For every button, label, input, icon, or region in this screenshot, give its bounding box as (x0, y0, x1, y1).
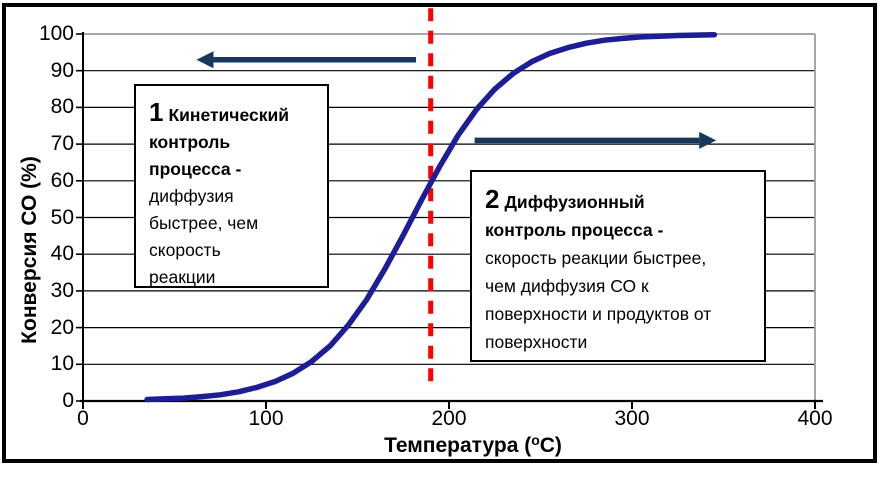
x-tick-label-300: 300 (614, 407, 650, 430)
figure-border (2, 3, 877, 463)
annotation-number: 1 (149, 97, 164, 127)
annotation-line: реакции (149, 267, 216, 287)
x-tick-label-100: 100 (248, 407, 284, 430)
x-tick-label-200: 200 (431, 407, 467, 430)
annotation-box-kinetic-control: 1 Кинетический контроль процесса - диффузия б… (134, 84, 329, 288)
y-tick-label-40: 40 (50, 242, 74, 266)
annotation-line: 1 Кинетический (149, 97, 289, 127)
x-axis-title: Температура (оС) (273, 432, 673, 458)
y-tick-label-20: 20 (50, 315, 74, 339)
annotation-number: 2 (485, 184, 500, 214)
y-tick-label-80: 80 (50, 95, 74, 119)
x-tick-label-400: 400 (797, 407, 833, 430)
x-tick-label-0: 0 (77, 407, 89, 430)
kinetic-region-arrow-head (196, 51, 214, 69)
annotation-line: диффузия (149, 186, 234, 206)
annotation-line: 2 Диффузионный (485, 184, 645, 214)
y-tick-label-30: 30 (50, 278, 74, 302)
conversion-curve (144, 31, 718, 403)
annotation-line: чем диффузия СО к (485, 276, 649, 296)
y-tick-label-70: 70 (50, 132, 74, 156)
annotation-line: скорость (149, 240, 221, 260)
y-axis-title-text: Конверсия СО (%) (18, 156, 41, 344)
annotation-line: контроль процесса - (485, 220, 664, 240)
y-tick-label-50: 50 (50, 205, 74, 229)
annotation-line: скорость реакции быстрее, (485, 248, 707, 268)
annotation-line: поверхности (485, 332, 588, 352)
annotation-line: процесса - (149, 159, 242, 179)
y-tick-label-60: 60 (50, 168, 74, 192)
y-tick-label-10: 10 (50, 352, 74, 376)
annotation-line: быстрее, чем (149, 213, 259, 233)
y-axis-title: Конверсия СО (%) (18, 140, 44, 360)
diffusion-region-arrow-head (699, 131, 717, 149)
annotation-line: контроль (149, 132, 231, 152)
degree-superscript: о (531, 432, 540, 448)
annotation-box-diffusion-control: 2 Диффузионный контроль процесса - скорость… (470, 170, 766, 362)
y-tick-label-100: 100 (38, 22, 74, 45)
y-tick-label-90: 90 (50, 58, 74, 82)
y-tick-label-0: 0 (62, 389, 74, 412)
annotation-line: поверхности и продуктов от (485, 304, 712, 324)
x-axis-title-text: Температура (оС) (384, 432, 562, 457)
